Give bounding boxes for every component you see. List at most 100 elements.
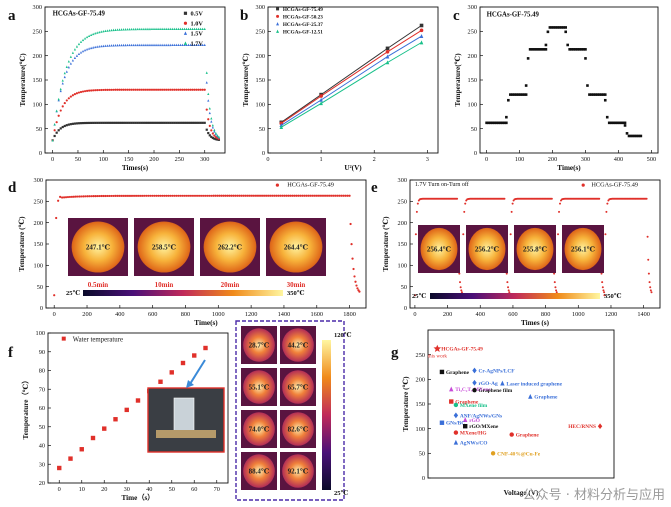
data-point	[151, 194, 154, 197]
x-tick-label: 800	[541, 311, 550, 318]
data-point	[126, 43, 129, 47]
data-point	[133, 194, 137, 197]
data-point	[208, 111, 211, 115]
data-point	[161, 121, 164, 124]
data-point	[603, 291, 606, 294]
data-point	[136, 88, 139, 91]
y-tick-label: 50	[471, 126, 477, 133]
data-point	[646, 235, 649, 238]
data-point	[156, 43, 160, 47]
y-tick-label: 100	[468, 102, 477, 109]
data-point	[602, 289, 605, 292]
data-point	[156, 121, 160, 124]
data-point	[76, 195, 79, 198]
data-point	[601, 286, 604, 289]
data-point	[140, 88, 143, 91]
data-point	[348, 194, 351, 197]
data-point	[449, 386, 454, 392]
data-point	[509, 93, 512, 96]
thermal-image: 256.2℃	[466, 225, 508, 273]
data-point	[110, 28, 113, 32]
data-point	[65, 99, 68, 102]
data-point	[69, 95, 72, 98]
colorbar-rect	[83, 290, 283, 296]
data-point	[637, 134, 641, 138]
y-axis-label: Temperature(℃)	[242, 53, 250, 107]
data-point	[193, 121, 196, 124]
data-point	[118, 28, 121, 31]
data-point	[173, 194, 176, 197]
data-point	[207, 99, 210, 102]
data-point	[149, 194, 152, 197]
panel-e: 0 200 400 600 800 1000 1200 1400 0 50 100 150 200 250…	[382, 177, 661, 327]
data-point	[499, 121, 502, 125]
data-point	[92, 89, 95, 92]
data-point	[559, 202, 561, 205]
colorbar-min-label: 25℃	[412, 292, 427, 300]
data-point	[183, 27, 186, 31]
y-tick-label: 50	[401, 284, 407, 291]
data-point	[385, 46, 390, 51]
panel-d: 0 200 400 600 800 1000 1200 1400 1600 1800 0 50 100 1…	[18, 177, 367, 327]
y-tick-label: 100	[416, 426, 425, 433]
y-tick-label: 50	[39, 424, 45, 431]
data-point	[108, 121, 111, 124]
legend-label: HCGAs-GF-25.37	[283, 22, 323, 28]
data-point	[501, 121, 504, 125]
legend-marker	[275, 183, 279, 187]
data-point	[130, 121, 133, 124]
thermal-heat	[282, 454, 314, 488]
data-point	[639, 134, 643, 138]
data-point	[90, 435, 96, 441]
data-point	[203, 345, 208, 351]
data-point	[79, 90, 83, 94]
data-point	[459, 286, 462, 289]
data-point	[493, 121, 496, 125]
data-point	[230, 194, 233, 197]
thermal-image: 55.1℃	[241, 368, 277, 406]
data-point	[118, 43, 121, 47]
data-point	[275, 194, 278, 197]
data-point	[199, 121, 202, 124]
data-point	[273, 194, 276, 197]
data-point	[116, 194, 119, 197]
data-point	[503, 121, 506, 125]
panel-c: 0 100 200 300 400 500050100150200250300Time(s…	[454, 4, 659, 172]
data-point	[116, 43, 119, 47]
data-point	[106, 44, 109, 47]
data-point	[114, 121, 117, 124]
data-point	[177, 121, 180, 124]
y-tick-label: 50	[259, 126, 265, 133]
data-point	[140, 27, 143, 31]
x-tick-label: 50	[169, 486, 175, 493]
data-point	[98, 45, 101, 48]
data-point	[120, 28, 123, 31]
data-point	[125, 194, 129, 197]
data-point	[185, 27, 188, 31]
data-point	[148, 27, 152, 31]
data-point	[161, 27, 164, 31]
data-point	[143, 194, 146, 197]
data-point	[356, 287, 359, 290]
data-point	[621, 121, 625, 125]
data-point	[154, 121, 158, 124]
data-point	[104, 88, 107, 91]
y-tick-label: 40	[39, 443, 45, 450]
y-tick-label: 300	[398, 177, 407, 184]
data-point	[199, 88, 202, 91]
thermal-image: 247.1℃	[68, 218, 128, 276]
data-point	[152, 43, 156, 47]
data-point	[68, 456, 73, 461]
data-point	[126, 27, 129, 31]
data-point	[179, 27, 182, 31]
data-point	[177, 88, 180, 91]
y-tick-label: 80	[39, 368, 45, 375]
data-point	[61, 82, 64, 85]
data-point	[144, 121, 148, 124]
data-point	[623, 121, 627, 125]
data-point	[130, 27, 133, 31]
data-point	[598, 197, 601, 200]
data-point	[419, 23, 424, 28]
data-point	[106, 29, 109, 32]
data-point	[336, 194, 339, 197]
